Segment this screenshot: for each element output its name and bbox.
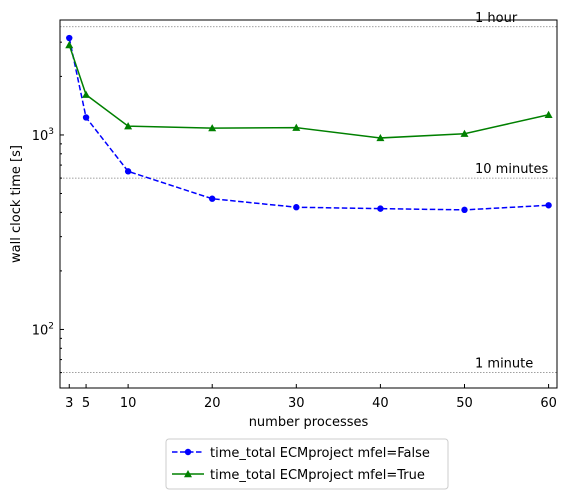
x-tick-label: 50 [456, 396, 473, 411]
data-point [208, 124, 217, 132]
legend-label: time_total ECMproject mfel=False [210, 446, 430, 461]
series-mfel-false [66, 34, 552, 214]
legend-item: time_total ECMproject mfel=True [172, 468, 425, 483]
data-point [209, 195, 216, 202]
series-line [68, 44, 549, 139]
y-tick-label-base: 10 [32, 323, 49, 338]
plot-series [65, 34, 553, 214]
data-point [82, 90, 91, 98]
data-point [461, 206, 468, 214]
legend-label: time_total ECMproject mfel=True [210, 468, 425, 483]
data-point [545, 202, 552, 209]
data-point [184, 470, 192, 478]
legend-box [165, 438, 449, 490]
series-line [68, 37, 549, 211]
data-point [124, 122, 133, 130]
data-point [65, 41, 74, 49]
x-axis-title: number processes [249, 415, 369, 430]
x-tick-label: 60 [540, 396, 557, 411]
x-tick-label: 5 [82, 396, 90, 411]
reference-line-label: 1 hour [475, 11, 518, 26]
y-tick-label-exponent: 3 [48, 127, 54, 137]
x-tick-label: 40 [372, 396, 389, 411]
y-tick-label: 103 [32, 127, 54, 144]
x-tick-label: 10 [120, 396, 137, 411]
data-point [376, 133, 385, 142]
data-point [184, 448, 192, 456]
data-point [377, 205, 384, 212]
data-point [292, 123, 301, 131]
x-tick-label: 30 [288, 396, 305, 411]
y-tick-label-base: 10 [32, 129, 49, 144]
x-tick-label: 3 [65, 396, 73, 411]
data-point [544, 110, 553, 118]
x-tick-label: 20 [204, 396, 221, 411]
legend-item: time_total ECMproject mfel=False [172, 446, 430, 461]
reference-lines: 1 hour 10 minutes 1 minute [60, 11, 557, 373]
data-point [82, 114, 90, 121]
reference-line-label: 10 minutes [475, 162, 549, 177]
data-point [124, 168, 132, 175]
legend: time_total ECMproject mfel=False time_tot… [165, 438, 449, 490]
data-point [460, 129, 469, 137]
data-point [293, 204, 300, 211]
data-point [66, 34, 73, 42]
y-tick-label-exponent: 2 [48, 321, 54, 331]
plot-frame [59, 19, 558, 389]
y-axis-title: wall clock time [s] [9, 145, 24, 263]
y-tick-label: 102 [32, 321, 54, 338]
series-mfel-true [65, 41, 553, 142]
x-axis-ticks: 3 5 10 20 30 40 50 60 [65, 384, 557, 411]
reference-line-label: 1 minute [475, 357, 533, 372]
